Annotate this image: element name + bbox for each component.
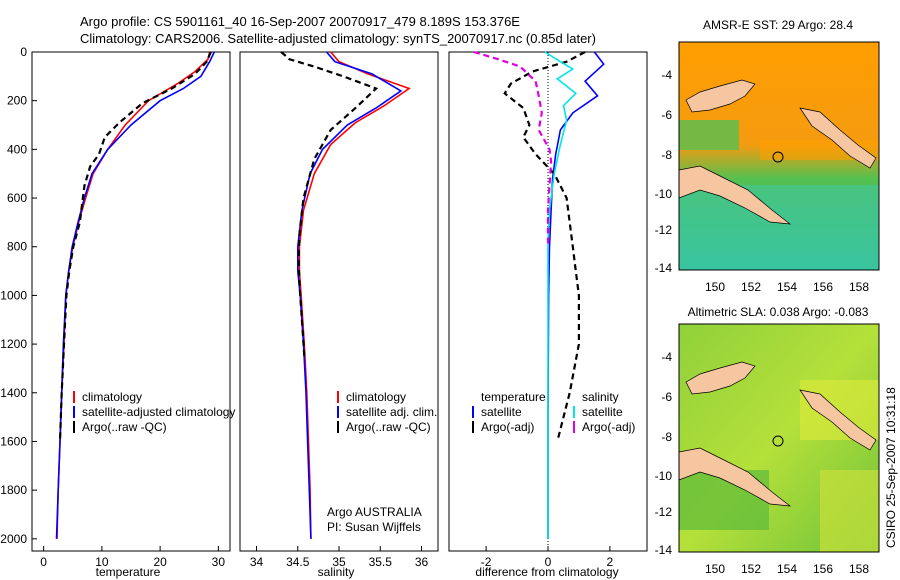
coast-papua: [678, 165, 792, 225]
depth-tick-label-400: 400: [7, 142, 27, 156]
series-sal-satellite-panel-2: [544, 51, 578, 539]
temperature-legend: climatology satellite-adjusted climatolo…: [73, 390, 235, 434]
legend-temp-satellite: satellite: [481, 405, 522, 419]
depth-tick-label-1400: 1400: [0, 386, 27, 400]
series-argo-panel-1: [280, 51, 379, 357]
salinity-legend-satellite: satellite adj. clim.: [346, 405, 437, 419]
svg-text:156: 156: [813, 562, 833, 576]
sst-map-yticks: -4 -6 -8 -10 -12 -14: [655, 68, 673, 275]
svg-text:-4: -4: [661, 68, 672, 82]
argo-location-marker-sla: [772, 435, 784, 447]
sla-map-yticks: -4 -6 -8 -10 -12 -14: [655, 350, 673, 557]
temperature-xlabel: temperature: [96, 565, 161, 579]
sst-map-title: AMSR-E SST: 29 Argo: 28.4: [703, 18, 853, 32]
temperature-legend-argo: Argo(..raw -QC): [82, 420, 167, 434]
depth-tick-label-800: 800: [7, 240, 27, 254]
xtick-label-0-10: 10: [95, 555, 109, 569]
xtick-label-2--2: -2: [481, 555, 492, 569]
svg-text:152: 152: [741, 280, 761, 294]
series-temp-argo-panel-2: [503, 51, 586, 442]
legend-sal-satellite: satellite: [582, 405, 623, 419]
salinity-legend-climatology: climatology: [346, 390, 406, 404]
island-bougainville-sla: [799, 389, 877, 451]
temperature-axes-frame: [31, 51, 231, 552]
svg-text:-6: -6: [661, 390, 672, 404]
svg-text:-10: -10: [655, 469, 673, 483]
temperature-panel: 0 200 400 600 800 1000 1200 1400 1600 1800 2000 0 1…: [0, 45, 454, 579]
svg-text:158: 158: [849, 562, 869, 576]
svg-text:-14: -14: [655, 261, 673, 275]
xtick-label-2-0: 0: [545, 555, 552, 569]
series-climatology-panel-1: [298, 51, 411, 539]
island-bougainville: [799, 107, 877, 169]
svg-text:150: 150: [705, 562, 725, 576]
xtick-label-0-20: 20: [153, 555, 167, 569]
depth-tick-label-0: 0: [20, 45, 27, 59]
sla-map-title: Altimetric SLA: 0.038 Argo: -0.083: [688, 305, 869, 319]
depth-tick-label-1200: 1200: [0, 337, 27, 351]
title-line-2: Climatology: CARS2006. Satellite-adjuste…: [80, 31, 596, 46]
svg-text:-12: -12: [655, 223, 673, 237]
salinity-axes-frame: [239, 51, 439, 552]
argo-location-marker: [772, 151, 784, 163]
xtick-label-1-35: 35: [332, 555, 346, 569]
xtick-label-1-36: 36: [415, 555, 429, 569]
temperature-legend-satellite: satellite-adjusted climatology: [82, 405, 235, 419]
xtick-label-0-0: 0: [40, 555, 47, 569]
xtick-label-1-34.5: 34.5: [286, 555, 310, 569]
sla-map-xticks: 150 152 154 156 158: [705, 562, 869, 576]
salinity-legend: climatology satellite adj. clim. Argo(..…: [337, 390, 437, 434]
svg-text:-6: -6: [661, 108, 672, 122]
svg-text:-8: -8: [661, 148, 672, 162]
svg-text:156: 156: [813, 280, 833, 294]
depth-tick-label-200: 200: [7, 94, 27, 108]
coast-papua-sla: [678, 447, 792, 507]
footer-timestamp: CSIRO 25-Sep-2007 10:31:18: [884, 387, 898, 548]
svg-text:154: 154: [777, 280, 797, 294]
temperature-legend-climatology: climatology: [82, 390, 142, 404]
difference-xlabel: difference from climatology: [475, 565, 618, 579]
island-new-britain-sla: [685, 361, 756, 395]
series-satellite-panel-0: [55, 51, 216, 539]
svg-text:-4: -4: [661, 350, 672, 364]
depth-tick-label-1000: 1000: [0, 288, 27, 302]
series-argo-panel-0: [58, 51, 212, 442]
legend-temp-argo: Argo(-adj): [481, 420, 534, 434]
title-line-1: Argo profile: CS 5901161_40 16-Sep-2007 …: [80, 14, 520, 29]
svg-text:-12: -12: [655, 505, 673, 519]
svg-text:152: 152: [741, 562, 761, 576]
svg-text:-14: -14: [655, 543, 673, 557]
depth-tick-label-1600: 1600: [0, 434, 27, 448]
svg-text:150: 150: [705, 280, 725, 294]
legend-sal-argo: Argo(-adj): [582, 420, 635, 434]
svg-text:-8: -8: [661, 430, 672, 444]
xtick-label-2-2: 2: [607, 555, 614, 569]
sst-map-xticks: 150 152 154 156 158: [705, 280, 869, 294]
salinity-legend-argo: Argo(..raw -QC): [346, 420, 431, 434]
argo-program-label: Argo AUSTRALIA: [327, 505, 422, 519]
xtick-label-1-35.5: 35.5: [369, 555, 393, 569]
difference-panel: -2 0 2 difference from climatology tempera…: [448, 50, 648, 579]
svg-text:158: 158: [849, 280, 869, 294]
svg-text:-10: -10: [655, 187, 673, 201]
salinity-xlabel: salinity: [318, 565, 355, 579]
xtick-label-0-30: 30: [212, 555, 226, 569]
depth-tick-label-1800: 1800: [0, 483, 27, 497]
salinity-panel: 34 34.5 35 35.5 36 salinity climatology sate…: [239, 51, 439, 579]
sla-map-frame: [678, 323, 880, 553]
sst-map-frame: [678, 41, 880, 271]
depth-tick-label-2000: 2000: [0, 532, 27, 546]
sst-map-panel: AMSR-E SST: 29 Argo: 28.4 150 152 154 15…: [655, 18, 880, 294]
svg-text:154: 154: [777, 562, 797, 576]
depth-tick-label-600: 600: [7, 191, 27, 205]
legend-salinity-title: salinity: [582, 390, 619, 404]
xtick-label-1-34: 34: [250, 555, 264, 569]
difference-legend: temperature satellite Argo(-adj) salinit…: [472, 390, 635, 434]
sla-map-panel: Altimetric SLA: 0.038 Argo: -0.083 150 1…: [655, 305, 880, 576]
island-new-britain: [685, 79, 756, 113]
series-sal-argo-panel-2: [473, 50, 553, 247]
legend-temperature-title: temperature: [481, 390, 546, 404]
pi-label: PI: Susan Wijffels: [327, 520, 421, 534]
